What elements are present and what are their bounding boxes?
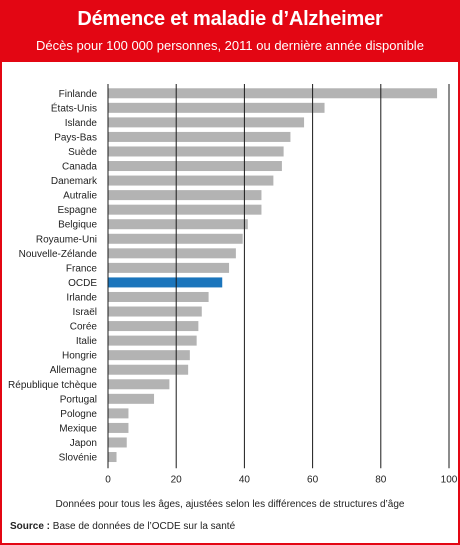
category-label: Pologne	[60, 409, 97, 420]
category-label: Suède	[68, 147, 97, 158]
bar-10	[108, 233, 243, 244]
bar-6	[108, 175, 274, 186]
source-note: Source : Base de données de l’OCDE sur l…	[10, 521, 235, 532]
category-label: Slovénie	[59, 453, 98, 464]
x-tick-label: 20	[171, 474, 183, 485]
bar-13	[108, 277, 223, 288]
bar-16	[108, 321, 199, 332]
category-label: Corée	[70, 322, 98, 333]
bar-21	[108, 393, 155, 404]
category-label: France	[66, 263, 98, 274]
category-label: Islande	[65, 118, 98, 129]
category-label: Allemagne	[50, 365, 98, 376]
category-label: Italie	[76, 336, 98, 347]
x-tick-label: 100	[441, 474, 458, 485]
category-label: Canada	[62, 162, 97, 173]
bar-3	[108, 131, 291, 142]
category-label: Espagne	[58, 205, 98, 216]
bar-7	[108, 190, 262, 201]
source-label: Source :	[10, 521, 51, 532]
category-label: Japon	[70, 438, 97, 449]
bar-22	[108, 408, 129, 419]
category-label: Portugal	[60, 394, 97, 405]
bar-23	[108, 422, 129, 433]
category-label: États-Unis	[51, 101, 97, 114]
category-label: Mexique	[59, 423, 97, 434]
bar-1	[108, 102, 325, 113]
bar-17	[108, 335, 197, 346]
category-label: Nouvelle-Zélande	[19, 249, 98, 260]
category-label: Belgique	[58, 220, 97, 231]
bar-12	[108, 262, 230, 273]
bar-4	[108, 146, 284, 157]
bar-5	[108, 161, 282, 172]
category-label: Pays-Bas	[54, 132, 97, 143]
chart-title: Démence et maladie d’Alzheimer	[77, 8, 383, 30]
x-tick-label: 0	[105, 474, 111, 485]
category-label: OCDE	[68, 278, 97, 289]
bar-15	[108, 306, 202, 317]
category-label: Finlande	[59, 89, 98, 100]
bar-0	[108, 88, 438, 99]
category-label: Israël	[73, 307, 97, 318]
bar-25	[108, 452, 117, 463]
bar-8	[108, 204, 262, 215]
category-label: Danemark	[51, 176, 98, 187]
category-label: République tchèque	[8, 380, 97, 391]
bar-9	[108, 219, 248, 230]
bar-11	[108, 248, 236, 259]
bar-18	[108, 350, 190, 361]
chart-subtitle: Décès pour 100 000 personnes, 2011 ou de…	[36, 38, 424, 53]
category-label: Hongrie	[62, 351, 97, 362]
category-label: Royaume-Uni	[36, 234, 97, 245]
x-tick-label: 80	[375, 474, 387, 485]
x-axis-label: Données pour tous les âges, ajustées sel…	[55, 499, 405, 510]
bar-24	[108, 437, 127, 448]
bar-19	[108, 364, 189, 375]
bar-14	[108, 291, 209, 302]
bar-20	[108, 379, 170, 390]
category-label: Irlande	[66, 292, 97, 303]
x-tick-label: 40	[239, 474, 251, 485]
source-text: Base de données de l’OCDE sur la santé	[52, 521, 236, 532]
category-label: Autralie	[63, 191, 97, 202]
header-banner: Démence et maladie d’Alzheimer Décès pou…	[2, 2, 458, 62]
bar-2	[108, 117, 305, 128]
x-tick-label: 60	[307, 474, 319, 485]
